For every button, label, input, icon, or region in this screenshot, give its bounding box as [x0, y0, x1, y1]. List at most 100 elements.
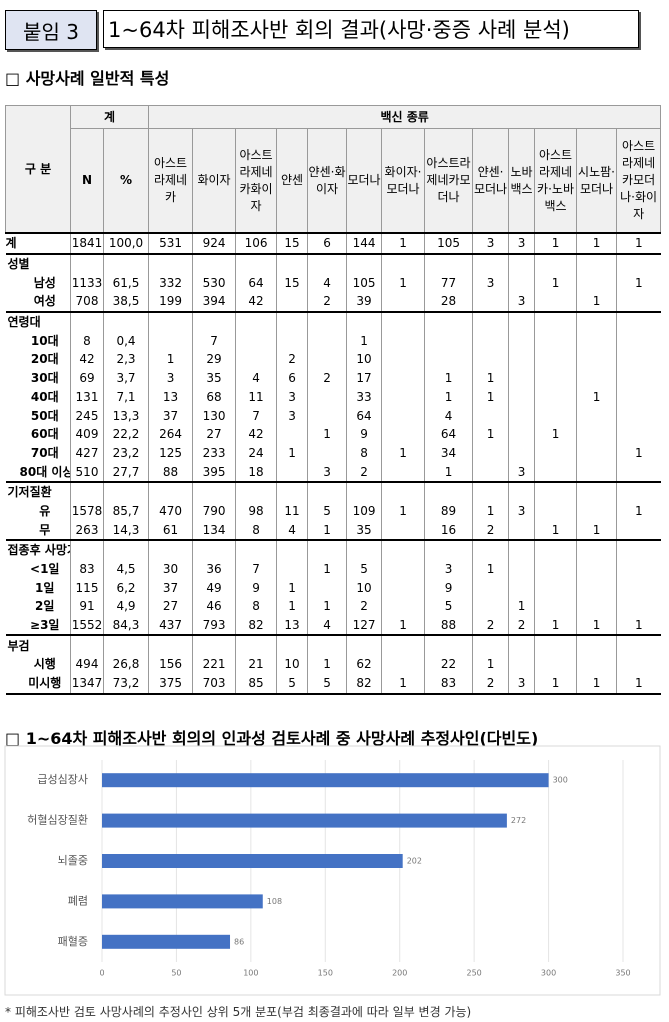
cell — [424, 539, 473, 560]
cell — [508, 368, 535, 388]
table-row: 무 263 14,3 61 134 8 4 1 35 16 2 1 1 — [6, 520, 661, 540]
cell — [102, 634, 149, 656]
cell: 395 — [192, 462, 236, 482]
cell — [424, 480, 473, 502]
page-title: 1~64차 피해조사반 회의 결과(사망·중증 사례 분석) — [103, 10, 639, 48]
row-label: 미시행 — [5, 673, 71, 695]
row-label: 20대 — [30, 352, 59, 367]
cell — [424, 350, 473, 369]
cell — [616, 559, 661, 579]
cell: 3 — [508, 673, 535, 695]
cell — [381, 634, 425, 656]
cell — [424, 634, 473, 656]
cell: 1 — [534, 424, 577, 444]
cell: 2 — [472, 615, 509, 636]
cell: 42 — [70, 350, 104, 369]
cell — [472, 252, 509, 274]
category-label: 뇌졸중 — [58, 854, 88, 867]
cell — [276, 252, 308, 274]
value-label: 300 — [553, 776, 568, 785]
cell — [192, 539, 236, 560]
header-cell: 아스트라제네카 — [148, 128, 194, 234]
cell: 3 — [307, 462, 347, 482]
cell: 11 — [276, 501, 308, 521]
cell — [276, 559, 308, 579]
table-row: 80대 이상 510 27,7 88 395 18 3 2 1 3 — [6, 462, 661, 482]
cell — [534, 655, 577, 674]
cell: 22 — [424, 655, 473, 674]
cell: 1133 — [70, 273, 104, 293]
cell — [534, 501, 577, 521]
cell: 1 — [307, 520, 347, 540]
row-label: 남성 — [33, 275, 56, 290]
cell: 68 — [192, 387, 236, 407]
cell — [508, 634, 535, 656]
table-row: 40대 131 7,1 13 68 11 3 33 1 1 1 — [6, 387, 661, 407]
cell: 26,8 — [102, 655, 149, 674]
cell: 83 — [424, 673, 473, 695]
cell: 1 — [576, 292, 617, 312]
cell: 134 — [192, 520, 236, 540]
cell — [276, 310, 308, 332]
cell: 1 — [381, 615, 425, 636]
cell: 4,5 — [102, 559, 149, 579]
cell — [576, 597, 617, 616]
cell — [192, 634, 236, 656]
cell — [472, 634, 509, 656]
header-cell: 화이자·모더나 — [381, 128, 426, 234]
cell: 82 — [346, 673, 382, 695]
row-label: 40대 — [30, 389, 59, 404]
cell — [148, 252, 193, 274]
cell — [70, 252, 104, 274]
cell — [508, 424, 535, 444]
cell: 1 — [534, 673, 577, 695]
cell: 1 — [616, 615, 661, 636]
cell: 28 — [424, 292, 473, 312]
cell — [508, 480, 535, 502]
cell — [616, 480, 661, 502]
table-row: 여성 708 38,5 199 394 42 2 39 28 3 1 — [6, 292, 661, 312]
cell: 2 — [508, 615, 535, 636]
cell — [381, 424, 425, 444]
table-row: 유 1578 85,7 470 790 98 11 5 109 1 89 1 3 1 — [6, 501, 661, 521]
cell: 39 — [346, 292, 382, 312]
cell — [346, 252, 382, 274]
death-table: 구 분 계 백신 종류 N% 아스트라제네카 화이자 아스트라제네카화이자 얀센 얀센·화이자 모… — [5, 105, 662, 695]
cell: 127 — [346, 615, 382, 636]
row-label: 접종후 사망기간 — [5, 539, 71, 560]
cell: 1 — [424, 387, 473, 407]
cell — [472, 292, 509, 312]
cell — [346, 634, 382, 656]
cell — [576, 252, 617, 274]
cell: 18 — [235, 462, 277, 482]
cell: 49 — [192, 578, 236, 598]
row-label: 여성 — [33, 294, 56, 309]
cell — [472, 480, 509, 502]
cell — [276, 539, 308, 560]
cell — [616, 331, 661, 351]
cell: 88 — [148, 462, 193, 482]
section-heading: □ 사망사례 일반적 특성 — [5, 69, 170, 88]
cell: 109 — [346, 501, 382, 521]
cell: 35 — [346, 520, 382, 540]
cell — [472, 310, 509, 332]
category-label: 허혈심장질환 — [27, 813, 88, 827]
cell — [616, 520, 661, 540]
cell — [381, 480, 425, 502]
cell — [508, 559, 535, 579]
cell: 1 — [472, 655, 509, 674]
cell: 42 — [235, 292, 277, 312]
cell — [576, 310, 617, 332]
cell: 3 — [424, 559, 473, 579]
cell — [381, 292, 425, 312]
cell — [616, 292, 661, 312]
cell — [276, 480, 308, 502]
cell: 1 — [276, 443, 308, 463]
cell — [534, 539, 577, 560]
cell: 375 — [148, 673, 193, 695]
cell: 13 — [276, 615, 308, 636]
cell: 4,9 — [102, 597, 149, 616]
cell: 1 — [148, 350, 193, 369]
cell: 708 — [70, 292, 104, 312]
cell — [508, 310, 535, 332]
